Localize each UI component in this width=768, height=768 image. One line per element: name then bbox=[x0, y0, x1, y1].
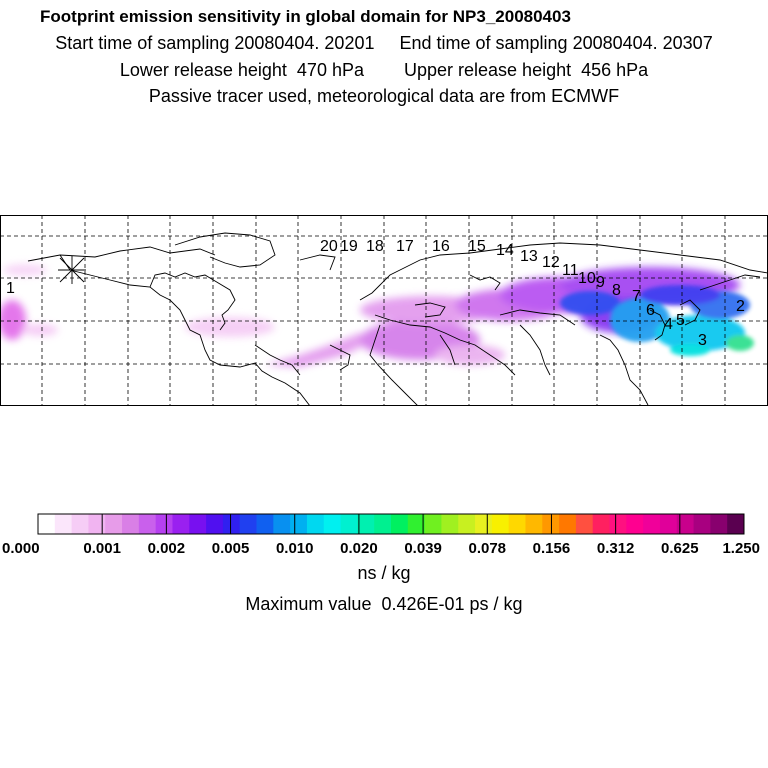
trajectory-label: 15 bbox=[468, 238, 486, 255]
plot-title: Footprint emission sensitivity in global… bbox=[40, 7, 571, 26]
colorbar-tick-label: 0.156 bbox=[533, 540, 571, 555]
colorbar-cell bbox=[441, 514, 459, 534]
colorbar-unit-label: ns / kg bbox=[357, 563, 411, 583]
colorbar-cell bbox=[559, 514, 577, 534]
colorbar-tick-label: 0.078 bbox=[468, 540, 506, 555]
colorbar-cell bbox=[391, 514, 409, 534]
colorbar-cell bbox=[626, 514, 644, 534]
trajectory-label: 9 bbox=[596, 274, 605, 291]
colorbar-cell bbox=[592, 514, 610, 534]
colorbar-cell bbox=[659, 514, 678, 534]
colorbar-cell bbox=[54, 514, 73, 534]
colorbar-tick-label: 0.010 bbox=[276, 540, 314, 555]
colorbar-cell bbox=[256, 514, 274, 534]
trajectory-label: 6 bbox=[646, 302, 655, 319]
colorbar-cell bbox=[357, 514, 375, 534]
colorbar-cell bbox=[693, 514, 711, 534]
colorbar-cell bbox=[575, 514, 594, 534]
trajectory-label: 5 bbox=[676, 312, 685, 329]
trajectory-label: 7 bbox=[632, 288, 641, 305]
trajectory-label: 13 bbox=[520, 248, 538, 265]
colorbar-cell bbox=[340, 514, 358, 534]
release-height-line: Lower release height 470 hPa Upper relea… bbox=[119, 60, 649, 80]
sampling-time-line: Start time of sampling 20080404. 20201 E… bbox=[55, 33, 713, 53]
colorbar-cell bbox=[71, 514, 89, 534]
colorbar-cell bbox=[38, 514, 56, 534]
trajectory-label: 1 bbox=[6, 280, 15, 297]
colorbar-cell bbox=[676, 514, 694, 534]
colorbar-cell bbox=[206, 514, 224, 534]
colorbar-cell bbox=[273, 514, 291, 534]
maximum-value-label: Maximum value 0.426E-01 ps / kg bbox=[245, 594, 523, 614]
trajectory-label: 4 bbox=[664, 316, 673, 333]
colorbar-cell bbox=[239, 514, 257, 534]
colorbar-cell bbox=[122, 514, 140, 534]
lat-lon-grid bbox=[0, 215, 768, 406]
trajectory-label: 8 bbox=[612, 282, 621, 299]
colorbar-cell bbox=[424, 514, 442, 534]
colorbar-cell bbox=[508, 514, 526, 534]
colorbar-cell bbox=[222, 514, 241, 534]
colorbar-cell bbox=[189, 514, 207, 534]
trajectory-label: 18 bbox=[366, 238, 384, 255]
colorbar-tick-label: 0.039 bbox=[404, 540, 442, 555]
colorbar-cell bbox=[105, 514, 123, 534]
colorbar-tick-label: 0.020 bbox=[340, 540, 378, 555]
trajectory-label: 14 bbox=[496, 242, 514, 259]
colorbar-cell bbox=[525, 514, 543, 534]
colorbar-cell bbox=[290, 514, 308, 534]
release-point-marker bbox=[58, 256, 86, 284]
colorbar-tick-label: 0.002 bbox=[148, 540, 186, 555]
colorbar-cell bbox=[727, 514, 745, 534]
colorbar-cell bbox=[306, 514, 325, 534]
trajectory-label: 2 bbox=[736, 298, 745, 315]
colorbar-tick-label: 0.312 bbox=[597, 540, 635, 555]
colorbar-cell bbox=[609, 514, 627, 534]
colorbar-cell bbox=[88, 514, 106, 534]
trajectory-label: 20 bbox=[320, 238, 338, 255]
colorbar-cell bbox=[710, 514, 728, 534]
trajectory-label: 16 bbox=[432, 238, 450, 255]
colorbar-cell bbox=[407, 514, 426, 534]
colorbar-frame bbox=[37, 513, 745, 535]
colorbar-dividers bbox=[101, 514, 681, 534]
trajectory-label: 10 bbox=[578, 270, 596, 287]
colorbar-cell bbox=[374, 514, 392, 534]
colorbar-cell bbox=[323, 514, 341, 534]
trajectory-label: 3 bbox=[698, 332, 707, 349]
colorbar-tick-labels: 0.000 0.001 0.002 0.005 0.010 0.020 0.039 0.078… bbox=[2, 540, 760, 555]
colorbar-cell bbox=[491, 514, 510, 534]
colorbar-cell bbox=[458, 514, 476, 534]
trajectory-label: 11 bbox=[562, 262, 579, 279]
colorbar-cells bbox=[38, 514, 745, 534]
colorbar-cell bbox=[475, 514, 493, 534]
colorbar-tick-label: 0.000 bbox=[2, 540, 40, 555]
colorbar: 0.000 0.001 0.002 0.005 0.010 0.020 0.039 0.078… bbox=[2, 513, 760, 555]
colorbar-tick-label: 0.005 bbox=[212, 540, 250, 555]
trajectory-label: 17 bbox=[396, 238, 414, 255]
trajectory-label: 12 bbox=[542, 254, 560, 271]
colorbar-cell bbox=[155, 514, 173, 534]
colorbar-tick-label: 0.001 bbox=[83, 540, 121, 555]
colorbar-tick-label: 0.625 bbox=[661, 540, 699, 555]
colorbar-cell bbox=[138, 514, 157, 534]
colorbar-tick-label: 1.250 bbox=[722, 540, 760, 555]
trajectory-label: 19 bbox=[340, 238, 358, 255]
tracer-info-line: Passive tracer used, meteorological data… bbox=[148, 86, 620, 106]
colorbar-cell bbox=[172, 514, 190, 534]
colorbar-cell bbox=[542, 514, 560, 534]
colorbar-cell bbox=[643, 514, 661, 534]
